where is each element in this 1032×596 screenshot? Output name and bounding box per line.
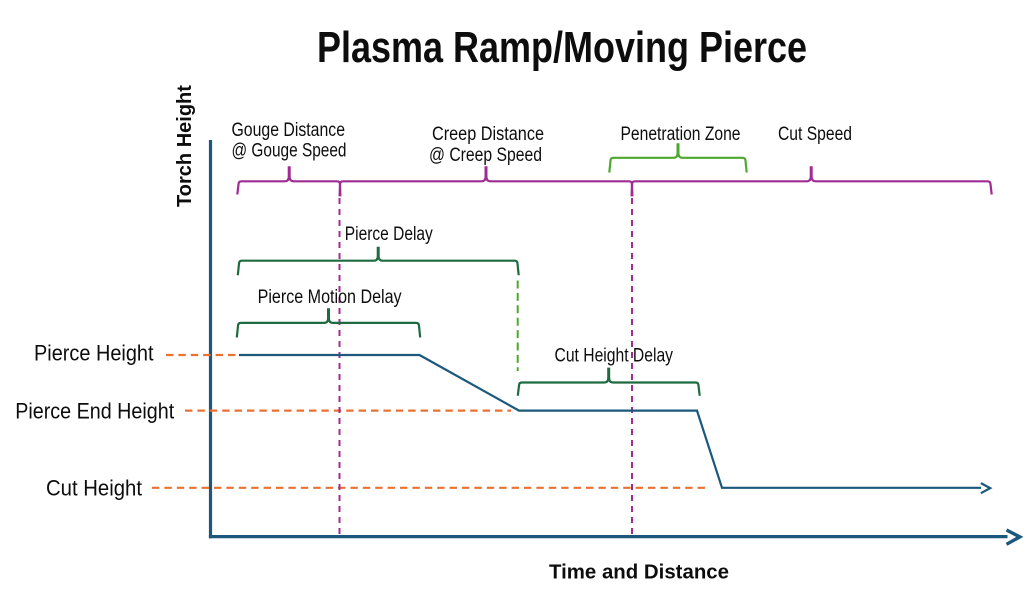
- svg-text:Cut Speed: Cut Speed: [778, 124, 852, 145]
- svg-text:Cut Height: Cut Height: [46, 475, 142, 500]
- svg-text:Pierce Motion Delay: Pierce Motion Delay: [258, 287, 402, 308]
- svg-text:Penetration Zone: Penetration Zone: [621, 124, 741, 145]
- svg-text:Plasma Ramp/Moving Pierce: Plasma Ramp/Moving Pierce: [317, 23, 807, 72]
- svg-text:Pierce End Height: Pierce End Height: [15, 398, 174, 423]
- svg-text:@ Creep Speed: @ Creep Speed: [429, 145, 542, 166]
- svg-text:Creep Distance: Creep Distance: [432, 124, 544, 145]
- svg-text:Cut Height Delay: Cut Height Delay: [555, 345, 674, 366]
- svg-text:Torch Height: Torch Height: [174, 85, 196, 207]
- svg-text:@ Gouge Speed: @ Gouge Speed: [232, 140, 347, 161]
- svg-text:Pierce Height: Pierce Height: [34, 340, 154, 365]
- svg-text:Time and Distance: Time and Distance: [549, 561, 729, 583]
- svg-text:Gouge Distance: Gouge Distance: [232, 120, 346, 141]
- svg-text:Pierce Delay: Pierce Delay: [345, 224, 433, 245]
